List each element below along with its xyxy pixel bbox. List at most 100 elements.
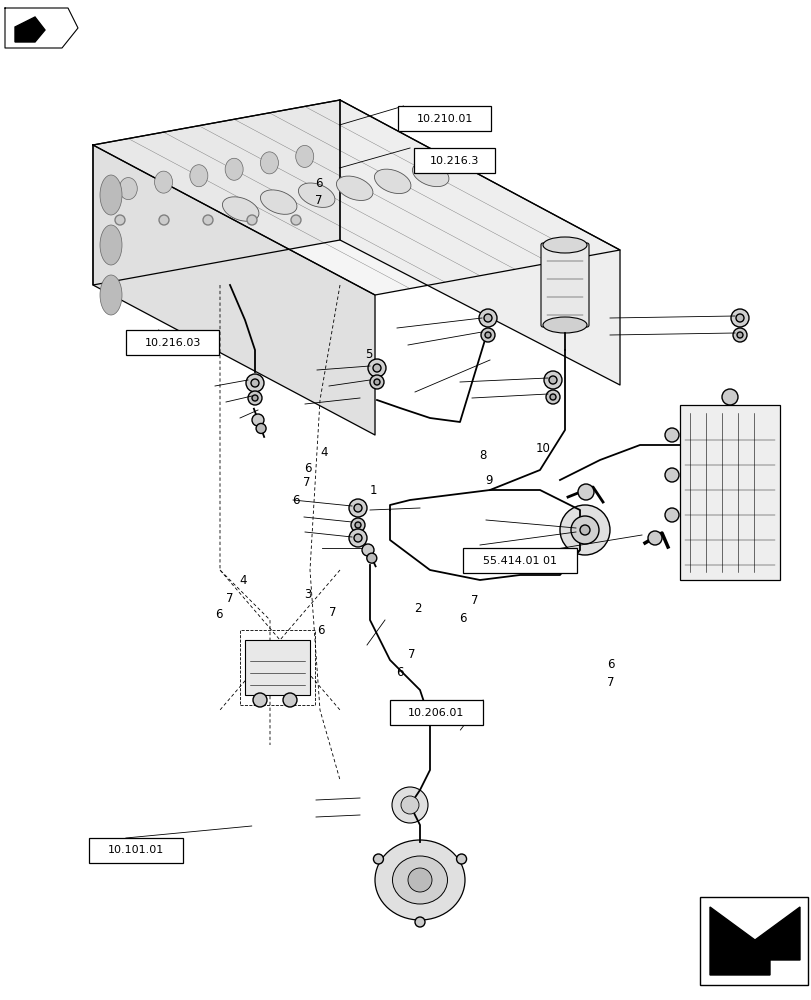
Circle shape [736, 332, 742, 338]
Ellipse shape [298, 183, 334, 207]
FancyBboxPatch shape [389, 700, 483, 725]
Circle shape [548, 376, 556, 384]
Circle shape [483, 314, 491, 322]
Circle shape [401, 796, 418, 814]
Circle shape [370, 375, 384, 389]
Ellipse shape [260, 152, 278, 174]
Circle shape [367, 359, 385, 377]
Circle shape [251, 395, 258, 401]
Text: 4: 4 [320, 446, 328, 458]
Circle shape [354, 534, 362, 542]
Text: 7: 7 [315, 194, 322, 207]
Circle shape [283, 693, 297, 707]
Text: 8: 8 [478, 449, 486, 462]
Ellipse shape [100, 275, 122, 315]
Circle shape [480, 328, 495, 342]
Text: 10.206.01: 10.206.01 [408, 708, 464, 717]
Circle shape [735, 314, 743, 322]
Ellipse shape [100, 175, 122, 215]
Ellipse shape [154, 171, 173, 193]
Circle shape [732, 328, 746, 342]
Circle shape [664, 508, 678, 522]
FancyBboxPatch shape [540, 243, 588, 327]
Polygon shape [5, 8, 78, 48]
Circle shape [721, 389, 737, 405]
Circle shape [543, 371, 561, 389]
Polygon shape [15, 17, 45, 42]
Circle shape [549, 394, 556, 400]
Text: 10.216.3: 10.216.3 [430, 156, 478, 166]
Ellipse shape [225, 158, 242, 180]
FancyBboxPatch shape [397, 106, 491, 131]
Polygon shape [709, 907, 799, 975]
FancyBboxPatch shape [126, 330, 219, 355]
Ellipse shape [295, 145, 313, 167]
Text: 7: 7 [607, 676, 614, 688]
Circle shape [354, 504, 362, 512]
FancyBboxPatch shape [414, 148, 495, 173]
FancyBboxPatch shape [245, 640, 310, 695]
Ellipse shape [222, 197, 259, 221]
Circle shape [374, 379, 380, 385]
Ellipse shape [119, 178, 137, 200]
FancyBboxPatch shape [462, 548, 576, 573]
Text: 6: 6 [458, 611, 466, 624]
Text: 6: 6 [396, 666, 403, 678]
Circle shape [349, 499, 367, 517]
Text: 7: 7 [328, 606, 336, 619]
Text: 7: 7 [470, 593, 478, 606]
Text: 10.216.03: 10.216.03 [144, 338, 200, 348]
Polygon shape [93, 145, 375, 435]
Text: 7: 7 [407, 648, 414, 662]
Circle shape [159, 215, 169, 225]
Text: 6: 6 [607, 658, 614, 672]
Circle shape [414, 917, 424, 927]
Circle shape [349, 529, 367, 547]
Ellipse shape [374, 169, 410, 194]
Circle shape [350, 518, 365, 532]
Circle shape [577, 484, 594, 500]
Circle shape [354, 522, 361, 528]
Circle shape [247, 215, 257, 225]
Ellipse shape [190, 165, 208, 187]
Circle shape [251, 379, 259, 387]
Circle shape [647, 531, 661, 545]
Text: 10: 10 [535, 442, 550, 454]
Circle shape [246, 374, 264, 392]
Circle shape [664, 468, 678, 482]
Ellipse shape [375, 840, 465, 920]
Circle shape [456, 854, 466, 864]
Text: 3: 3 [304, 588, 311, 601]
Text: 6: 6 [215, 607, 222, 620]
Text: 6: 6 [292, 493, 299, 506]
Polygon shape [93, 100, 620, 295]
Text: 5: 5 [365, 349, 372, 361]
FancyBboxPatch shape [89, 838, 182, 863]
Ellipse shape [543, 237, 586, 253]
Text: 7: 7 [225, 591, 233, 604]
Circle shape [251, 414, 264, 426]
Circle shape [372, 364, 380, 372]
Polygon shape [340, 100, 620, 385]
Text: 9: 9 [484, 474, 491, 487]
Circle shape [484, 332, 491, 338]
Circle shape [362, 544, 374, 556]
Circle shape [392, 787, 427, 823]
Circle shape [407, 868, 431, 892]
Circle shape [545, 390, 560, 404]
Circle shape [664, 428, 678, 442]
Text: 10.210.01: 10.210.01 [416, 114, 472, 124]
Ellipse shape [543, 317, 586, 333]
Circle shape [203, 215, 212, 225]
Text: 6: 6 [315, 177, 322, 190]
Text: 1: 1 [369, 484, 376, 496]
Circle shape [560, 505, 609, 555]
FancyBboxPatch shape [699, 897, 807, 985]
Text: 55.414.01 01: 55.414.01 01 [482, 556, 556, 566]
Circle shape [579, 525, 590, 535]
Ellipse shape [412, 162, 448, 187]
Text: 4: 4 [239, 573, 247, 586]
Circle shape [253, 693, 267, 707]
Text: 7: 7 [303, 477, 310, 489]
Text: 6: 6 [304, 462, 311, 475]
